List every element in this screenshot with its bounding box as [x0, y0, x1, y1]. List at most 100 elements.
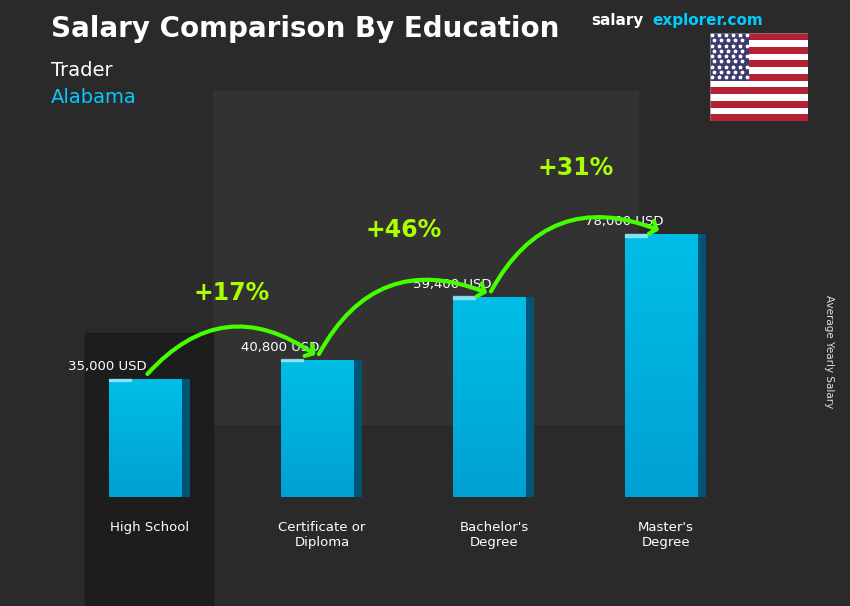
Bar	[626, 396, 698, 401]
Bar	[710, 33, 808, 40]
Bar	[710, 61, 808, 67]
Bar	[626, 375, 698, 379]
Bar	[110, 478, 182, 479]
Bar	[110, 467, 182, 470]
Bar	[110, 464, 182, 465]
Bar	[281, 442, 354, 444]
Bar	[85, 333, 212, 606]
Bar	[710, 53, 808, 61]
Bar	[281, 396, 354, 399]
Bar	[281, 488, 354, 490]
Bar	[281, 444, 354, 447]
Bar	[281, 359, 354, 362]
Text: explorer.com: explorer.com	[652, 13, 762, 28]
Bar	[626, 405, 698, 410]
Bar	[281, 438, 354, 440]
Bar	[454, 430, 525, 434]
Text: Salary Comparison By Education: Salary Comparison By Education	[51, 15, 559, 43]
Bar	[454, 357, 525, 360]
Bar	[110, 446, 182, 448]
Bar	[626, 370, 698, 375]
Bar	[281, 485, 354, 488]
Bar	[110, 487, 182, 489]
Bar	[281, 483, 354, 485]
Bar	[454, 367, 525, 370]
Bar	[281, 362, 354, 364]
Bar	[626, 475, 698, 479]
Text: Certificate or
Diploma: Certificate or Diploma	[278, 521, 366, 549]
Bar	[710, 33, 749, 81]
Bar	[710, 81, 808, 87]
Bar	[454, 360, 525, 364]
Bar	[710, 47, 808, 53]
Bar	[110, 473, 182, 475]
Bar	[110, 393, 182, 395]
Bar	[281, 471, 354, 474]
Bar	[626, 348, 698, 353]
Bar	[454, 427, 525, 430]
Bar	[110, 470, 182, 471]
Bar	[110, 383, 182, 385]
Text: 40,800 USD: 40,800 USD	[241, 341, 319, 353]
Bar	[626, 291, 698, 296]
Bar	[281, 419, 354, 421]
Bar	[454, 467, 525, 470]
Bar	[454, 344, 525, 347]
Bar	[710, 115, 808, 121]
Bar	[281, 490, 354, 492]
Bar	[110, 462, 182, 464]
Bar	[626, 274, 698, 278]
Bar	[626, 304, 698, 308]
Bar	[281, 401, 354, 403]
Bar	[110, 438, 182, 440]
Bar	[281, 426, 354, 428]
Bar	[626, 326, 698, 331]
Bar	[626, 261, 698, 265]
Bar	[626, 282, 698, 287]
Bar	[626, 401, 698, 405]
Bar	[110, 444, 182, 446]
Bar	[454, 300, 525, 304]
Bar	[110, 471, 182, 473]
Bar	[454, 450, 525, 453]
Bar	[454, 307, 525, 310]
Bar	[281, 424, 354, 426]
Bar	[626, 344, 698, 348]
Bar	[281, 415, 354, 417]
Bar	[626, 365, 698, 370]
Bar	[454, 417, 525, 421]
Bar	[281, 479, 354, 481]
Bar	[281, 391, 354, 394]
Bar	[454, 373, 525, 377]
Bar	[454, 310, 525, 314]
Bar	[454, 394, 525, 397]
Bar	[281, 447, 354, 449]
Bar	[626, 444, 698, 449]
Bar	[454, 337, 525, 341]
Bar	[110, 430, 182, 432]
Bar	[626, 265, 698, 269]
Bar	[110, 391, 182, 393]
Bar	[626, 353, 698, 357]
Bar	[454, 440, 525, 444]
Bar	[281, 458, 354, 461]
Bar	[454, 421, 525, 424]
Bar	[626, 239, 698, 243]
Bar	[454, 413, 525, 417]
Bar	[110, 397, 182, 399]
Bar	[281, 403, 354, 405]
Bar	[710, 101, 808, 108]
Bar	[454, 487, 525, 490]
Bar	[110, 448, 182, 450]
Bar	[110, 407, 182, 408]
Bar	[626, 458, 698, 462]
Bar	[110, 379, 182, 381]
Bar	[454, 484, 525, 487]
Bar	[281, 421, 354, 424]
Bar	[454, 490, 525, 493]
Bar	[110, 432, 182, 434]
Bar	[110, 402, 182, 405]
Bar	[281, 389, 354, 391]
Bar	[710, 108, 808, 115]
Bar	[212, 91, 638, 424]
